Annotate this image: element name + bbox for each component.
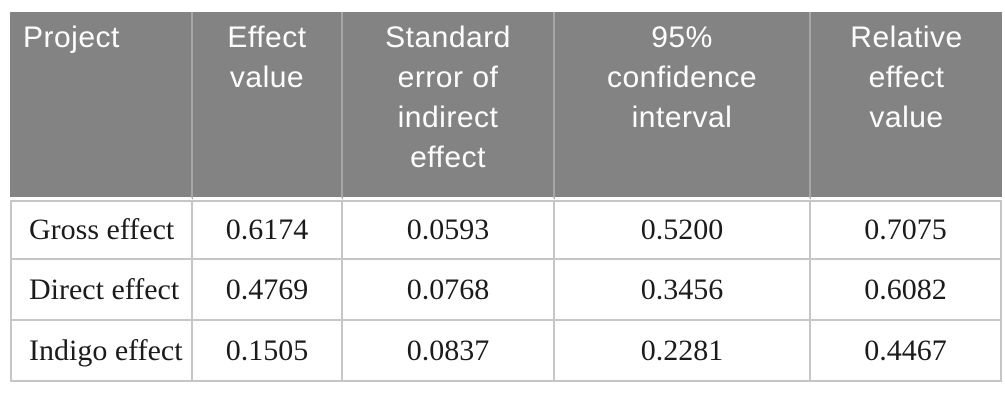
effects-table: Project Effect value Standard error of i… <box>10 12 1002 382</box>
header-cell-relative-effect: Relative effect value <box>811 12 1002 200</box>
cell-relative-effect-value: 0.6082 <box>811 260 1002 321</box>
cell-project: Direct effect <box>10 260 193 321</box>
header-cell-effect-value: Effect value <box>193 12 343 200</box>
cell-standard-error: 0.0593 <box>343 200 555 260</box>
cell-effect-value: 0.4769 <box>193 260 343 321</box>
cell-effect-value: 0.1505 <box>193 321 343 382</box>
header-cell-confidence-interval: 95% confidence interval <box>555 12 811 200</box>
cell-confidence-interval: 0.5200 <box>555 200 811 260</box>
header-cell-standard-error: Standard error of indirect effect <box>343 12 555 200</box>
cell-effect-value: 0.6174 <box>193 200 343 260</box>
cell-standard-error: 0.0837 <box>343 321 555 382</box>
cell-confidence-interval: 0.2281 <box>555 321 811 382</box>
cell-project: Indigo effect <box>10 321 193 382</box>
cell-confidence-interval: 0.3456 <box>555 260 811 321</box>
header-cell-project: Project <box>10 12 193 200</box>
cell-relative-effect-value: 0.4467 <box>811 321 1002 382</box>
cell-relative-effect-value: 0.7075 <box>811 200 1002 260</box>
cell-standard-error: 0.0768 <box>343 260 555 321</box>
cell-project: Gross effect <box>10 200 193 260</box>
